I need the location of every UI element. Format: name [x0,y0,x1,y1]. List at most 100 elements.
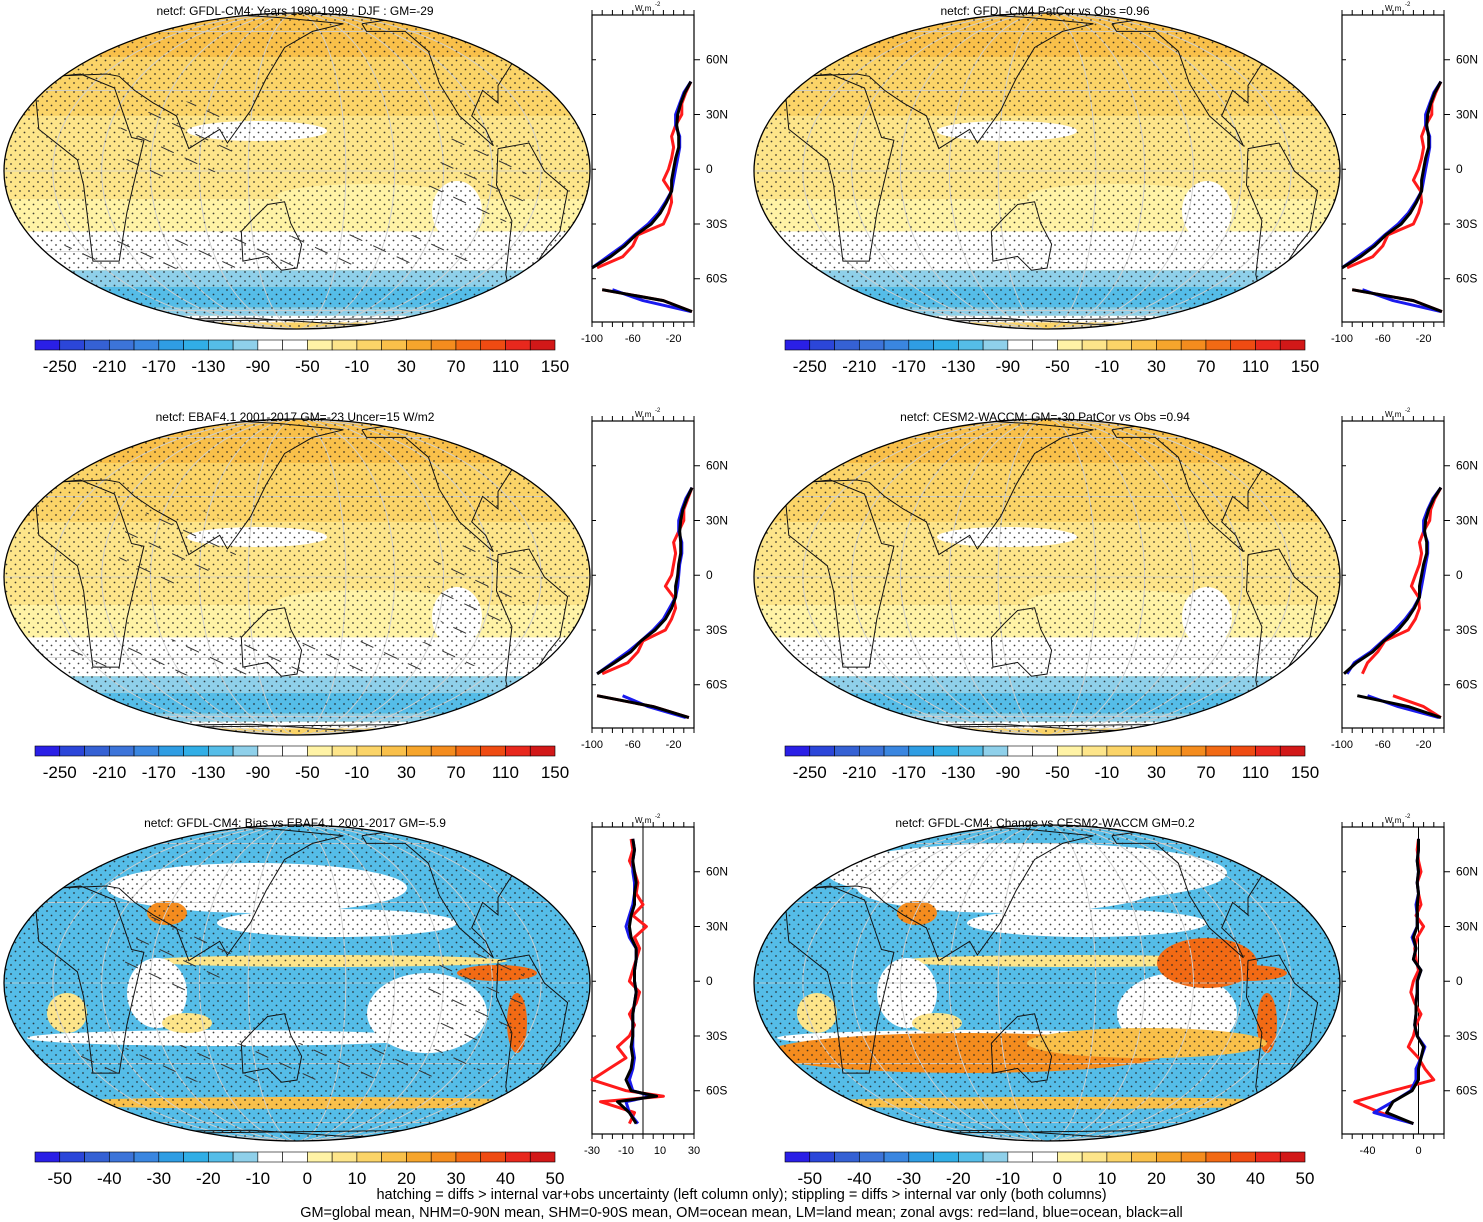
colorbar-label: -10 [1095,357,1120,376]
profile-unit-exponent: -2 [1405,814,1411,820]
colorbar-label: -10 [246,1169,271,1188]
profile-unit-exponent: -2 [655,408,661,414]
map-border [3,418,591,736]
colorbar-label: 70 [1196,763,1215,782]
lat-label: 30S [706,1029,727,1043]
colorbar-swatch [1255,1151,1281,1163]
colorbar-label: 10 [1097,1169,1116,1188]
colorbar-label: 70 [446,357,465,376]
x-tick-label: -60 [1375,739,1391,751]
panel-title: netcf: GFDL-CM4: Years 1980-1999 : DJF :… [156,4,433,18]
x-tick-label: -30 [584,1145,600,1157]
x-tick-label: -20 [1416,333,1432,345]
map-panel-5: netcf: GFDL-CM4: Bias vs EBAF4.1 2001-20… [3,816,591,1142]
colorbar-swatch [208,339,234,351]
colorbar-swatch [183,339,209,351]
profile-frame [1341,420,1445,729]
colorbar-swatch [1255,339,1281,351]
zonal-profile-1: 60N 30N 0 30S 60S W m -2 -100 -60 -20 [581,2,728,345]
colorbar-swatch [232,339,259,351]
x-tick-label: -100 [581,739,603,751]
colorbar-swatch [1131,1151,1157,1163]
map-panel-6: netcf: GFDL-CM4: Change vs CESM2-WACCM G… [753,816,1341,1142]
colorbar-swatch [784,1151,811,1163]
colorbar-label: -20 [946,1169,971,1188]
colorbar-label: -90 [996,357,1021,376]
colorbar-swatch [958,1151,984,1163]
lat-label: 30S [706,623,727,637]
colorbar-swatch [282,1151,308,1163]
x-tick-label: 10 [654,1145,666,1157]
stippling-overlay [754,825,1340,1141]
x-tick-label: -100 [1331,333,1353,345]
colorbar-swatch [84,745,110,757]
colorbar-label: -130 [941,763,975,782]
colorbar-swatch [307,1151,333,1163]
colorbar-swatch [1205,1151,1232,1163]
colorbar-label: -170 [892,357,926,376]
lat-label: 30S [1456,1029,1477,1043]
colorbar-label: 150 [1291,763,1319,782]
colorbar-swatch [133,745,160,757]
colorbar-3: -250 -210 -170 -130 -90 -50 -10 30 70 110 150 [34,745,569,782]
colorbar-label: -50 [295,357,320,376]
zonal-all-line [1385,838,1426,1125]
colorbar-swatch [59,1151,85,1163]
colorbar-swatch [1205,339,1232,351]
colorbar-swatch [158,1151,184,1163]
colorbar-swatch [1057,1151,1083,1163]
colorbar-swatch [455,339,482,351]
colorbar-swatch [257,745,283,757]
zonal-land-line [601,487,694,676]
x-tick-label: -20 [666,739,682,751]
profile-frame [1341,826,1445,1135]
lat-label: 0 [706,162,713,176]
colorbar-swatch [133,339,160,351]
colorbar-swatch [381,745,407,757]
colorbar-label: 150 [541,763,569,782]
colorbar-swatch [1279,1151,1306,1163]
lat-label: 60N [706,53,728,67]
colorbar-label: -10 [345,357,370,376]
colorbar-swatch [257,1151,283,1163]
colorbar-label: -50 [1045,763,1070,782]
colorbar-label: 30 [446,1169,465,1188]
colorbar-swatch [1032,1151,1058,1163]
profile-frame [1341,14,1445,323]
x-tick-label: -60 [625,739,641,751]
colorbar-swatch [406,339,432,351]
colorbar-swatch [1279,339,1306,351]
colorbar-4: -250 -210 -170 -130 -90 -50 -10 30 70 110 150 [784,745,1319,782]
profile-unit-exponent: -2 [655,2,661,8]
hatching-overlay [57,637,497,677]
colorbar-label: -250 [793,357,827,376]
colorbar-label: -90 [246,357,271,376]
profile-frame [591,14,695,323]
colorbar-label: -50 [1045,357,1070,376]
colorbar-swatch [232,745,259,757]
profile-unit: W m [1385,816,1402,825]
colorbar-2: -250 -210 -170 -130 -90 -50 -10 30 70 110 150 [784,339,1319,376]
colorbar-swatch [208,1151,234,1163]
colorbar-swatch [183,745,209,757]
lat-label: 30S [1456,623,1477,637]
colorbar-label: -10 [996,1169,1021,1188]
zonal-profile-5: 60N 30N 0 30S 60S W m -2 -30 -10 10 30 [584,814,728,1157]
colorbar-swatch [430,339,457,351]
profile-unit-exponent: -2 [1405,408,1411,414]
colorbar-swatch [331,745,358,757]
lat-label: 30N [1456,919,1478,933]
zonal-all-line [596,694,690,720]
colorbar-swatch [406,1151,432,1163]
hatching-overlay [117,507,237,587]
colorbar-swatch [480,745,506,757]
colorbar-swatch [356,745,382,757]
colorbar-swatch [834,745,860,757]
lat-label: 30N [1456,107,1478,121]
colorbar-swatch [883,1151,910,1163]
x-tick-label: -100 [581,333,603,345]
colorbar-swatch [858,1151,885,1163]
colorbar-label: 20 [397,1169,416,1188]
colorbar-swatch [208,745,234,757]
